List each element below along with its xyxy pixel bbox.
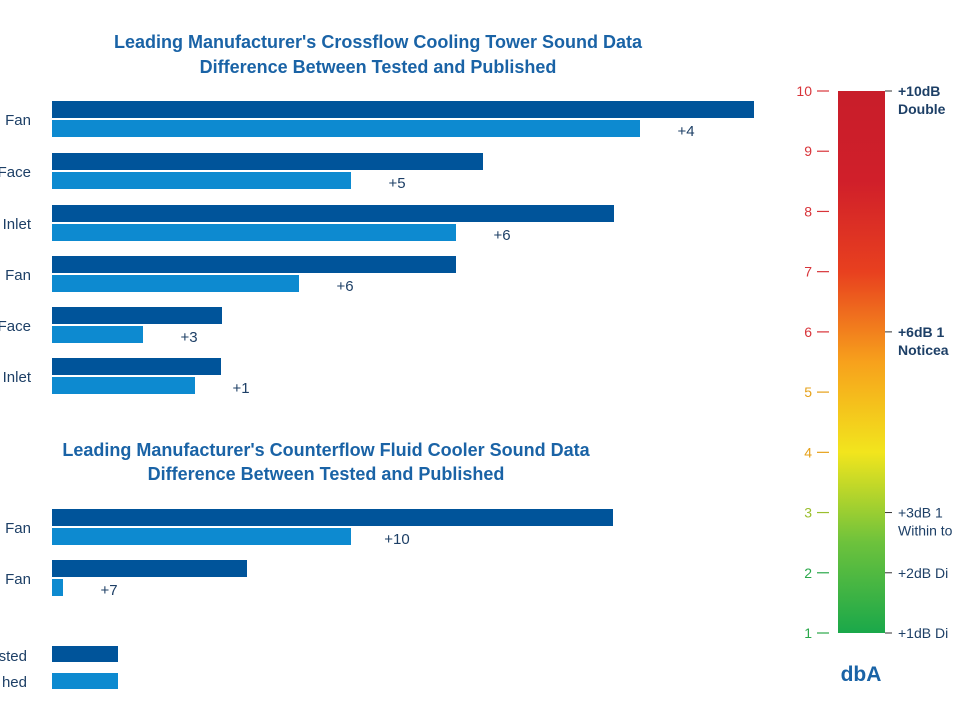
bar-tested (52, 101, 754, 118)
data-label: +1 (232, 380, 249, 397)
legend-tested-swatch (52, 646, 118, 662)
data-label: +5 (388, 175, 405, 192)
category-label: Fan (5, 112, 31, 129)
legend: sted hed (0, 646, 118, 691)
category-label: Inlet (3, 369, 32, 386)
category-label: Fan (5, 571, 31, 588)
chart2-subtitle: Difference Between Tested and Published (148, 464, 505, 484)
scale-tick-label: 6 (804, 324, 812, 340)
bar-published (52, 275, 299, 292)
db-unit-label: dbA (841, 663, 882, 686)
chart1-title: Leading Manufacturer's Crossflow Cooling… (114, 32, 643, 52)
scale-tick-label: 7 (804, 264, 812, 280)
bar-tested (52, 509, 613, 526)
scale-note: Double (898, 101, 946, 117)
data-label: +3 (180, 329, 197, 346)
bar-published (52, 172, 351, 189)
scale-note: +2dB Di (898, 565, 948, 581)
scale-tick-label: 8 (804, 203, 812, 219)
category-label: Fan (5, 520, 31, 537)
scale-note: +1dB Di (898, 625, 948, 641)
db-gradient-bar (838, 91, 885, 633)
data-label: +10 (384, 531, 409, 548)
scale-note: Within to (898, 523, 953, 539)
scale-note: Noticea (898, 342, 949, 358)
bar-tested (52, 153, 483, 170)
scale-tick-label: 10 (796, 83, 812, 99)
bar-published (52, 224, 456, 241)
bar-tested (52, 256, 456, 273)
bar-published (52, 579, 63, 596)
category-label: Fan (5, 267, 31, 284)
data-label: +6 (336, 278, 353, 295)
data-label: +7 (100, 582, 117, 599)
bar-tested (52, 560, 247, 577)
scale-tick-label: 2 (804, 565, 812, 581)
data-label: +4 (677, 123, 694, 140)
scale-note: +10dB (898, 83, 940, 99)
legend-published-label: hed (2, 674, 27, 691)
data-label: +6 (493, 227, 510, 244)
chart2-title: Leading Manufacturer's Counterflow Fluid… (62, 440, 590, 460)
category-label: Inlet (3, 216, 32, 233)
bar-published (52, 120, 640, 137)
legend-tested-label: sted (0, 648, 27, 665)
category-label: Face (0, 164, 31, 181)
scale-tick-label: 5 (804, 384, 812, 400)
legend-published-swatch (52, 673, 118, 689)
category-label: Face (0, 318, 31, 335)
scale-tick-label: 4 (804, 444, 812, 460)
bar-tested (52, 205, 614, 222)
scale-note: +6dB 1 (898, 324, 945, 340)
bar-published (52, 326, 143, 343)
chart1-bars: Fan +4 Face +5 Inlet +6 Fan +6 Face +3 Inlet +1 (0, 101, 754, 397)
scale-note: +3dB 1 (898, 505, 943, 521)
bar-tested (52, 358, 221, 375)
scale-tick-label: 9 (804, 143, 812, 159)
bar-published (52, 377, 195, 394)
bar-published (52, 528, 351, 545)
scale-tick-label: 1 (804, 625, 812, 641)
bar-tested (52, 307, 222, 324)
scale-tick-label: 3 (804, 505, 812, 521)
chart1-subtitle: Difference Between Tested and Published (200, 57, 557, 77)
chart2-bars: Fan +10 Fan +7 (5, 509, 613, 599)
db-scale: 1 2 3 4 5 6 7 8 9 10 +10dB Double +6dB 1 Noticea +3dB … (796, 83, 952, 641)
